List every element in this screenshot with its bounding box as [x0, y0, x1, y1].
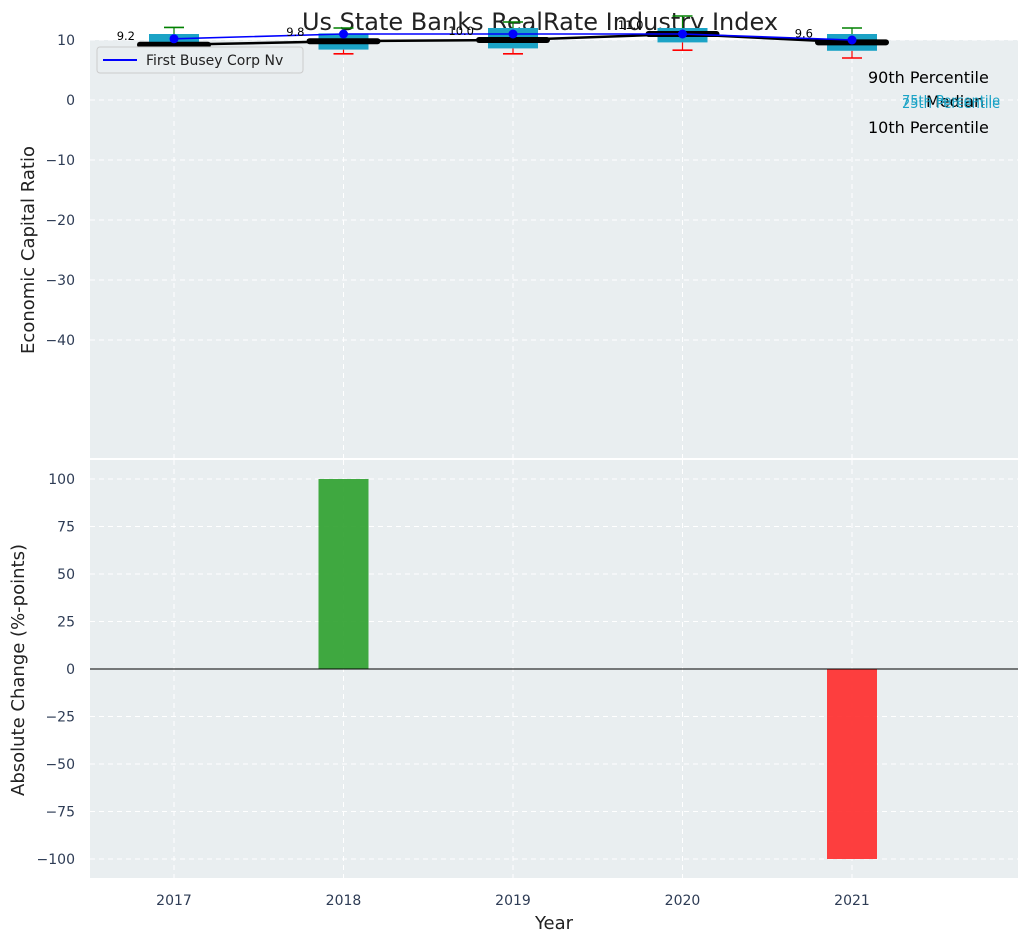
bottom-y-tick-label: 0 — [66, 662, 75, 678]
annotation-75th-percentile: 75th Percentile — [902, 94, 1000, 109]
top-y-axis-label: Economic Capital Ratio — [18, 146, 39, 354]
top-y-tick-label: −40 — [45, 333, 75, 349]
top-y-tick-label: −30 — [45, 273, 75, 289]
median-value-label: 11.0 — [618, 18, 644, 32]
company-series-point — [339, 29, 348, 39]
top-y-tick-label: 10 — [57, 33, 75, 49]
bottom-y-tick-label: −50 — [45, 757, 75, 773]
x-axis-label: Year — [534, 913, 574, 934]
company-series-point — [508, 29, 518, 39]
bottom-y-ticks: 100 75 50 25 0 −25 −50 −75 −100 — [37, 472, 75, 868]
bottom-y-tick-label: −25 — [45, 710, 75, 726]
legend: First Busey Corp Nv — [96, 46, 304, 74]
top-y-ticks: 20100−10−20−30−40 — [45, 33, 75, 349]
annotation-25th-percentile: 25th Percentile — [902, 97, 1000, 112]
x-tick-label: 2021 — [834, 893, 870, 909]
legend-label-company: First Busey Corp Nv — [146, 53, 283, 69]
median-value-label: 10.0 — [448, 24, 474, 38]
top-panel-background — [90, 40, 1018, 459]
change-bar — [318, 479, 369, 669]
annotation-90th-percentile: 90th Percentile — [868, 68, 989, 87]
bottom-y-axis-label: Absolute Change (%-points) — [8, 544, 29, 796]
bottom-y-tick-label: 100 — [48, 472, 75, 488]
x-tick-label: 2018 — [326, 893, 362, 909]
x-ticks: 2017 2018 2019 2020 2021 — [156, 893, 870, 909]
median-labels: 9.2 9.8 10.0 11.0 9.6 — [117, 18, 813, 43]
top-y-tick-label: 0 — [66, 93, 75, 109]
x-tick-label: 2020 — [665, 893, 701, 909]
median-value-label: 9.6 — [795, 26, 813, 40]
company-series-group — [169, 29, 857, 45]
bottom-panel: 100 75 50 25 0 −25 −50 −75 −100 Absolute Change … — [8, 460, 1018, 878]
company-series-point — [678, 29, 687, 39]
bottom-y-tick-label: −100 — [37, 852, 75, 868]
top-panel: 20100−10−20−30−40 Economic Capital Ratio… — [18, 15, 1018, 459]
annotation-median: Median — [926, 92, 984, 111]
annotation-10th-percentile: 10th Percentile — [868, 118, 989, 137]
top-y-tick-label: −20 — [45, 213, 75, 229]
x-tick-label: 2017 — [156, 893, 192, 909]
bottom-y-tick-label: 25 — [57, 615, 75, 631]
median-value-label: 9.8 — [286, 25, 304, 39]
legend-box — [96, 46, 304, 74]
change-bars — [318, 479, 877, 859]
median-value-label: 9.2 — [117, 29, 135, 43]
top-y-tick-label: −10 — [45, 153, 75, 169]
company-series-point — [169, 34, 179, 44]
x-tick-label: 2019 — [495, 893, 531, 909]
bottom-y-tick-label: −75 — [45, 805, 75, 821]
change-bar — [827, 669, 877, 859]
bottom-y-tick-label: 75 — [57, 520, 75, 536]
company-series-point — [847, 35, 857, 45]
top-grid — [90, 39, 1018, 459]
bottom-y-tick-label: 50 — [57, 567, 75, 583]
